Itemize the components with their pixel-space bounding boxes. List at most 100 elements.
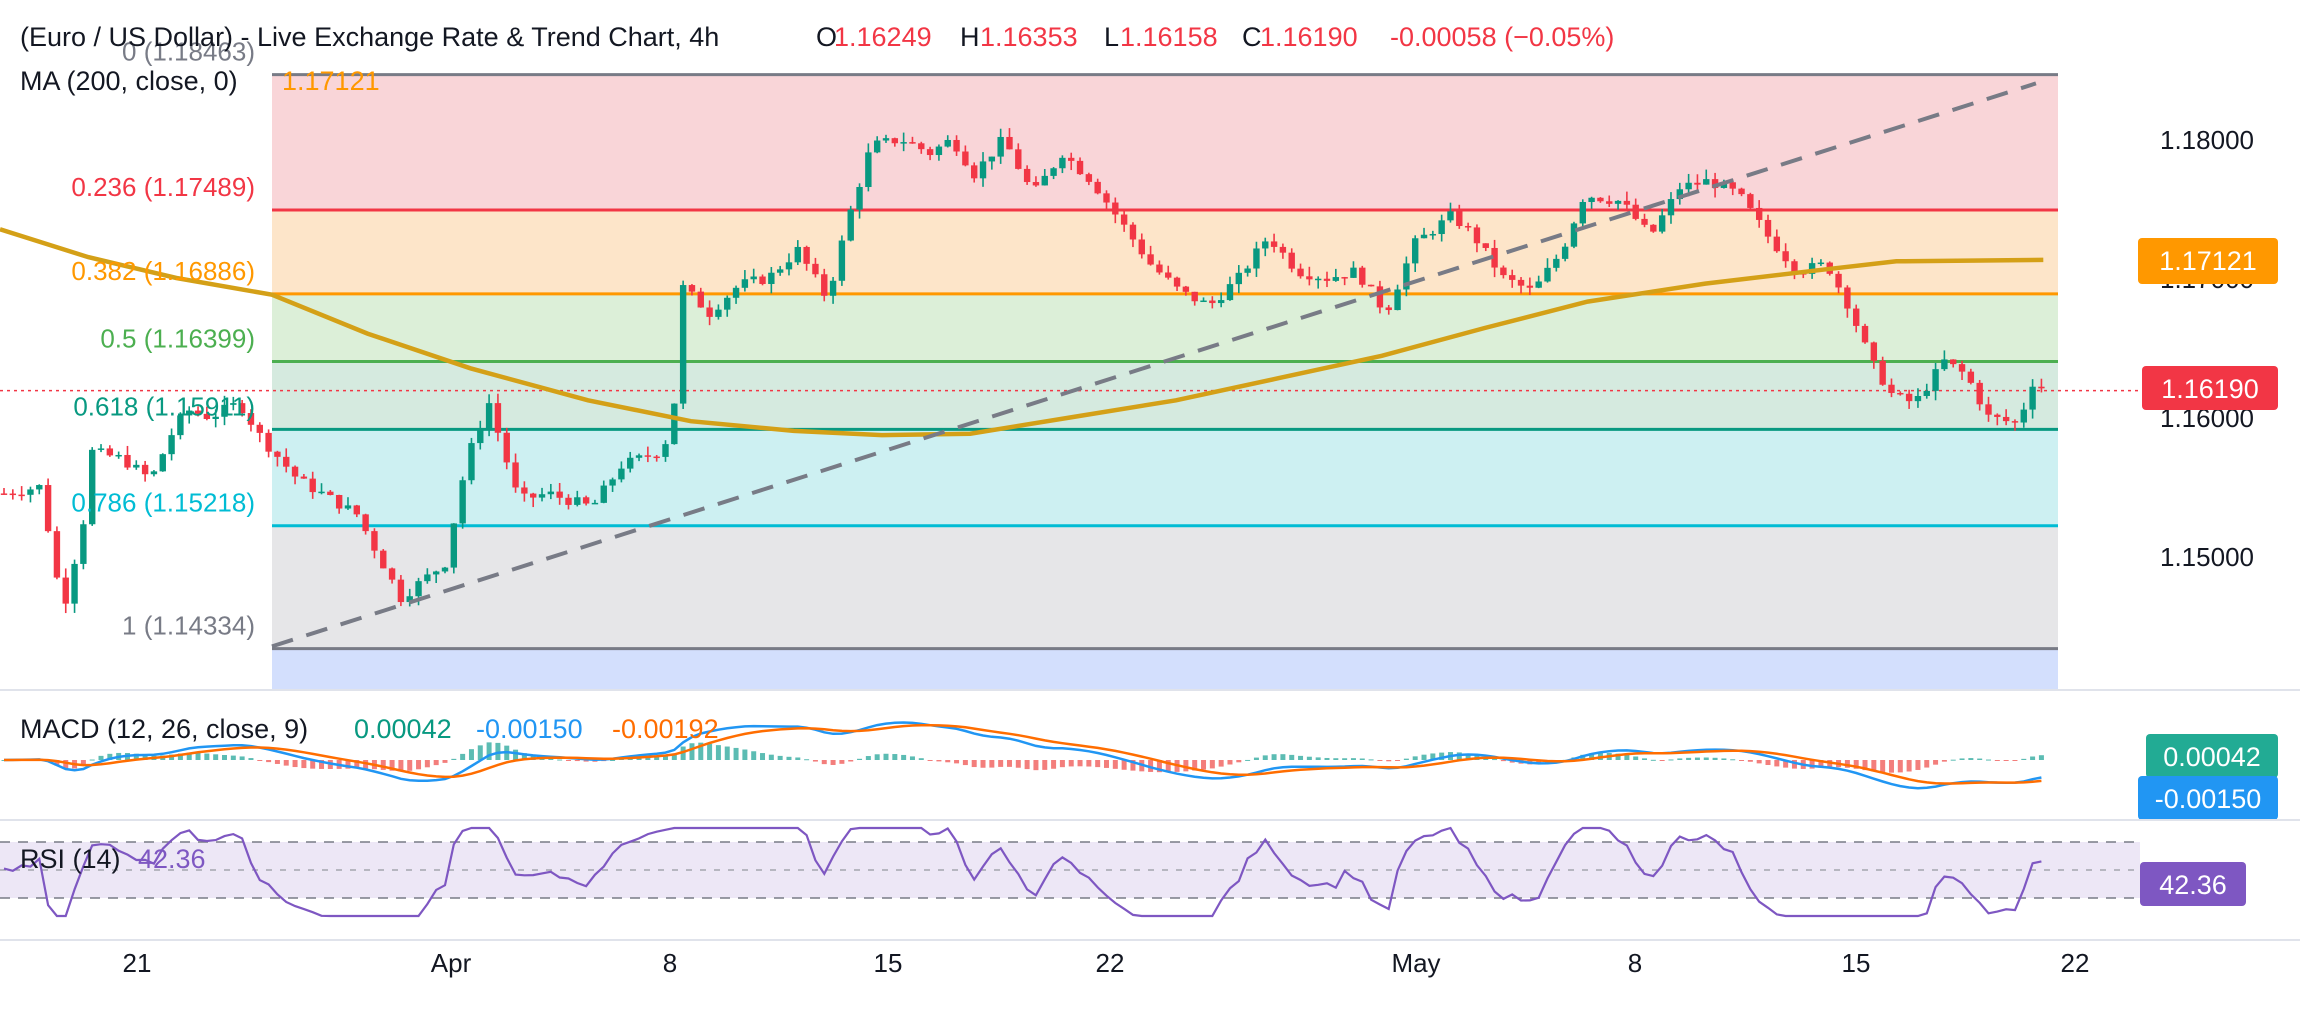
candle-body xyxy=(1738,188,1745,195)
macd-hist-bar xyxy=(724,746,730,760)
candle xyxy=(1032,176,1040,187)
candle xyxy=(582,495,590,506)
time-tick: May xyxy=(1391,948,1440,978)
macd-hist-bar xyxy=(1624,754,1630,760)
candle xyxy=(600,480,607,504)
candle xyxy=(865,143,872,192)
candle xyxy=(27,486,34,503)
candle xyxy=(327,490,334,496)
candle-body xyxy=(1041,175,1048,186)
macd-hist-bar xyxy=(1642,758,1648,760)
candle-body xyxy=(283,456,290,467)
candle xyxy=(1544,258,1551,283)
candle xyxy=(627,451,634,473)
candle-body xyxy=(697,291,704,308)
candle-body xyxy=(1235,272,1242,285)
macd-hist-bar xyxy=(1121,760,1127,770)
macd-hist-bar xyxy=(733,747,739,760)
candle-body xyxy=(997,136,1004,157)
candle xyxy=(1958,360,1966,381)
candle xyxy=(1967,368,1975,385)
time-tick: 22 xyxy=(1096,948,1125,978)
candle-body xyxy=(1209,300,1216,304)
candle-body xyxy=(1491,247,1498,268)
macd-hist-tag-text: 0.00042 xyxy=(2163,742,2261,772)
macd-hist-bar xyxy=(1068,760,1074,767)
candle-body xyxy=(1226,284,1234,301)
candle xyxy=(353,504,360,518)
candle xyxy=(803,245,810,271)
candle-body xyxy=(1667,199,1675,216)
macd-hist-bar xyxy=(301,760,307,769)
candle-body xyxy=(627,457,634,469)
candle-body xyxy=(203,413,211,420)
candle xyxy=(194,406,202,417)
candle-body xyxy=(1676,189,1683,200)
candle-body xyxy=(812,263,819,275)
macd-hist-bar xyxy=(213,754,219,760)
macd-hist-bar xyxy=(1721,758,1727,760)
macd-hist-bar xyxy=(319,760,325,769)
macd-hist-bar xyxy=(1227,760,1233,765)
macd-hist-bar xyxy=(1765,760,1771,766)
macd-hist-bar xyxy=(142,754,148,760)
candle-body xyxy=(565,497,572,505)
candle xyxy=(715,304,722,320)
macd-hist-bar xyxy=(1148,760,1154,772)
candle-body xyxy=(1006,136,1013,150)
macd-hist-bar xyxy=(2012,760,2018,761)
candle xyxy=(1094,178,1101,195)
candle xyxy=(1473,224,1481,253)
candle xyxy=(1888,378,1895,398)
candle xyxy=(574,490,581,507)
macd-hist-bar xyxy=(1015,760,1021,768)
macd-hist-bar xyxy=(768,754,774,760)
candle xyxy=(909,136,916,144)
macd-hist-bar xyxy=(1059,760,1065,768)
macd-hist-bar xyxy=(468,749,474,760)
macd-hist-bar xyxy=(1968,758,1974,760)
candle-body xyxy=(1632,204,1639,219)
macd-hist-bar xyxy=(1880,760,1886,773)
candle xyxy=(821,268,828,302)
candle-body xyxy=(724,297,731,310)
macd-hist-bar xyxy=(1298,755,1304,760)
macd-hist-bar xyxy=(1095,760,1101,768)
macd-hist-bar xyxy=(451,758,457,760)
candle-body xyxy=(36,485,43,490)
candle-body xyxy=(679,285,687,404)
candle-body xyxy=(1579,202,1586,224)
candle-body xyxy=(1314,278,1322,281)
chart-title: (Euro / US Dollar) - Live Exchange Rate … xyxy=(20,22,719,52)
macd-hist-bar xyxy=(424,760,430,768)
candle xyxy=(1068,152,1075,171)
candle xyxy=(124,445,131,470)
candle-body xyxy=(1112,202,1119,215)
candle-body xyxy=(397,579,405,603)
candle-body xyxy=(159,454,166,472)
candle-body xyxy=(141,464,149,475)
candle-body xyxy=(318,491,325,494)
candle xyxy=(750,268,757,284)
macd-hist-bar xyxy=(1289,754,1295,760)
macd-hist-bar xyxy=(698,742,704,760)
macd-hist-bar xyxy=(389,760,395,771)
candle-body xyxy=(1068,157,1075,161)
macd-hist-bar xyxy=(1977,758,1983,760)
candle xyxy=(1120,211,1128,232)
candle-body xyxy=(362,514,369,532)
candle-body xyxy=(1085,174,1093,182)
candle xyxy=(1359,265,1366,288)
candle-body xyxy=(732,287,740,298)
candle xyxy=(1808,257,1816,279)
candle-body xyxy=(1288,252,1295,269)
macd-hist-bar xyxy=(1165,760,1171,773)
macd-hist-bar xyxy=(557,759,563,761)
candle xyxy=(1941,350,1948,371)
candle-body xyxy=(115,454,122,457)
candle-body xyxy=(53,531,61,578)
candle-body xyxy=(688,285,696,292)
candle-body xyxy=(750,276,757,280)
fib-level-label: 1 (1.14334) xyxy=(122,611,255,641)
fib-lines xyxy=(272,73,2058,651)
